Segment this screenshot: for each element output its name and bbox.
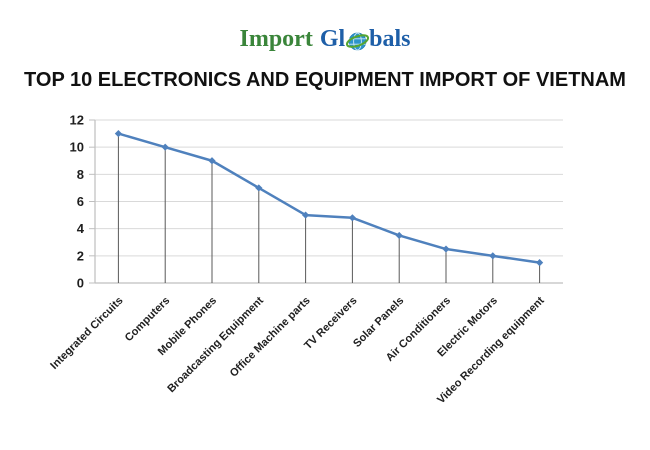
logo: Import Gl bals xyxy=(0,26,650,53)
y-tick-label: 2 xyxy=(77,248,84,263)
x-axis-label: Broadcasting Equipment xyxy=(165,294,266,395)
data-point-marker xyxy=(114,129,122,138)
chart-title: TOP 10 ELECTRONICS AND EQUIPMENT IMPORT … xyxy=(24,69,626,91)
y-tick-label: 12 xyxy=(70,113,84,128)
data-point-marker xyxy=(161,143,169,151)
data-point-marker xyxy=(442,245,450,253)
logo-text-gl: Gl xyxy=(319,26,346,52)
data-point-marker xyxy=(302,211,310,219)
y-tick-label: 0 xyxy=(77,276,84,291)
series-line xyxy=(117,132,541,264)
data-point-marker xyxy=(489,252,497,260)
data-point-marker xyxy=(255,184,263,192)
y-tick-label: 6 xyxy=(77,194,84,209)
data-point-marker xyxy=(348,214,356,222)
logo-text-import: Import xyxy=(239,26,313,52)
logo-text-bals: bals xyxy=(369,26,411,52)
x-axis-label: Integrated Circuits xyxy=(48,295,125,372)
globe-icon xyxy=(346,30,370,53)
data-point-marker xyxy=(208,157,216,165)
data-point-marker xyxy=(536,259,544,267)
y-tick-label: 8 xyxy=(77,167,84,182)
x-axis-label: Computers xyxy=(123,295,173,345)
y-tick-label: 10 xyxy=(70,140,84,155)
y-tick-label: 4 xyxy=(77,221,85,236)
data-point-marker xyxy=(395,231,403,240)
x-axis-label: Office Machine parts xyxy=(228,295,313,380)
